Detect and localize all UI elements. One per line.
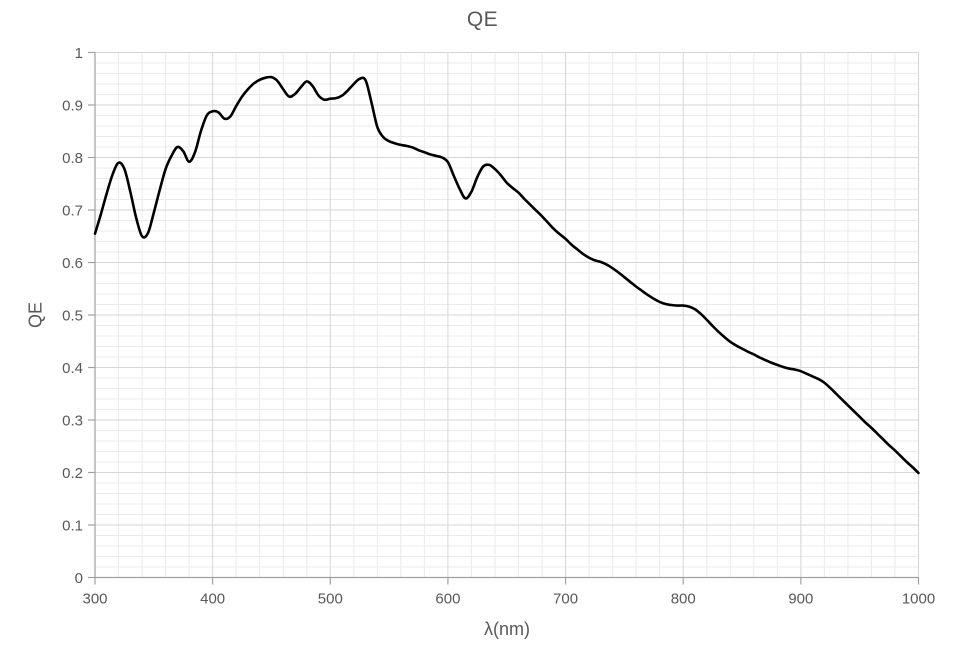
major-gridlines xyxy=(94,52,919,578)
x-tick-label: 300 xyxy=(82,591,107,608)
x-tick-label: 1000 xyxy=(902,591,935,608)
qe-series-line xyxy=(93,75,920,475)
y-tick-label: 0.1 xyxy=(62,517,83,534)
x-tick-label: 700 xyxy=(553,591,578,608)
chart-title: QE xyxy=(466,8,499,31)
x-tick-label: 500 xyxy=(318,591,343,608)
x-tick-label: 600 xyxy=(435,591,460,608)
x-tick-label: 900 xyxy=(788,591,813,608)
axes xyxy=(88,51,920,585)
y-tick-label: 0.3 xyxy=(62,412,83,429)
y-tick-label: 0.2 xyxy=(62,465,83,482)
x-tick-label: 800 xyxy=(671,591,696,608)
y-tick-label: 0.7 xyxy=(62,202,83,219)
x-axis-title: λ(nm) xyxy=(484,619,530,639)
y-tick-label: 0.9 xyxy=(62,97,83,114)
y-tick-label: 1 xyxy=(75,45,83,62)
y-tick-label: 0.5 xyxy=(62,307,83,324)
y-tick-label: 0.8 xyxy=(62,150,83,167)
tick-labels: 0 0.1 0.2 0.3 0.4 0.5 0.6 0.7 0.8 0.9 1 300 400 500 60… xyxy=(62,45,935,608)
y-axis-title: QE xyxy=(25,301,46,329)
x-tick-label: 400 xyxy=(200,591,225,608)
y-tick-label: 0.6 xyxy=(62,255,83,272)
y-tick-label: 0.4 xyxy=(62,360,83,377)
y-tick-label: 0 xyxy=(75,570,83,587)
